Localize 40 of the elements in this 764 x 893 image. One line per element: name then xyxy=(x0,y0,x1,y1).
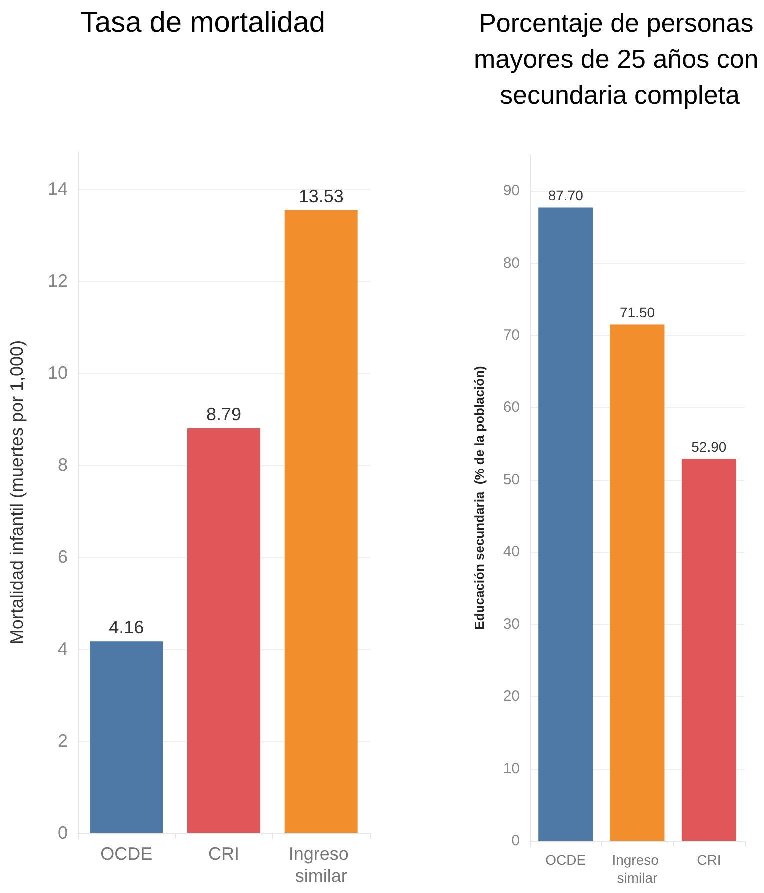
y-tick-label: 70 xyxy=(503,327,520,344)
x-tick-label: OCDE xyxy=(546,852,586,868)
data-label: 4.16 xyxy=(109,618,144,638)
y-tick-label: 20 xyxy=(503,688,520,706)
bar xyxy=(538,208,594,841)
chart-title: Porcentaje de personas mayores de 25 años con secundaria completa xyxy=(474,8,764,110)
y-tick-label: 10 xyxy=(503,760,520,778)
y-tick-label: 80 xyxy=(503,254,520,272)
x-tick-label: OCDE xyxy=(100,844,153,864)
data-label: 87.70 xyxy=(548,188,584,204)
data-label: 71.50 xyxy=(620,304,656,321)
y-tick-label: 30 xyxy=(503,616,520,633)
y-tick-label: 10 xyxy=(48,362,68,383)
x-tick-label: CRI xyxy=(697,852,722,868)
y-axis-title: Educación secundaria (% de la población) xyxy=(472,366,487,630)
y-tick-label: 0 xyxy=(512,832,520,850)
bar xyxy=(284,210,358,833)
bar xyxy=(682,459,736,841)
data-label: 13.53 xyxy=(298,186,344,206)
x-tick-label: Ingreso similar xyxy=(612,852,663,886)
y-axis-title: Mortalidad infantil (muertes por 1,000) xyxy=(7,340,27,645)
y-tick-label: 14 xyxy=(48,178,68,199)
y-tick-label: 2 xyxy=(58,730,68,751)
bar xyxy=(90,642,164,833)
data-label: 8.79 xyxy=(206,404,242,425)
y-tick-label: 0 xyxy=(58,823,68,843)
y-tick-label: 8 xyxy=(58,454,68,475)
data-label: 52.90 xyxy=(692,439,727,456)
x-tick-label: CRI xyxy=(208,844,240,864)
y-tick-label: 40 xyxy=(503,544,520,561)
y-tick-label: 4 xyxy=(58,638,68,659)
bar xyxy=(610,324,665,841)
y-tick-label: 50 xyxy=(503,471,520,488)
y-tick-label: 6 xyxy=(58,546,68,567)
chart-title: Tasa de mortalidad xyxy=(80,7,326,39)
bar xyxy=(188,428,260,833)
y-tick-label: 60 xyxy=(503,399,520,416)
y-tick-label: 12 xyxy=(48,270,68,291)
y-tick-label: 90 xyxy=(503,182,520,200)
x-tick-label: Ingreso similar xyxy=(288,844,354,886)
